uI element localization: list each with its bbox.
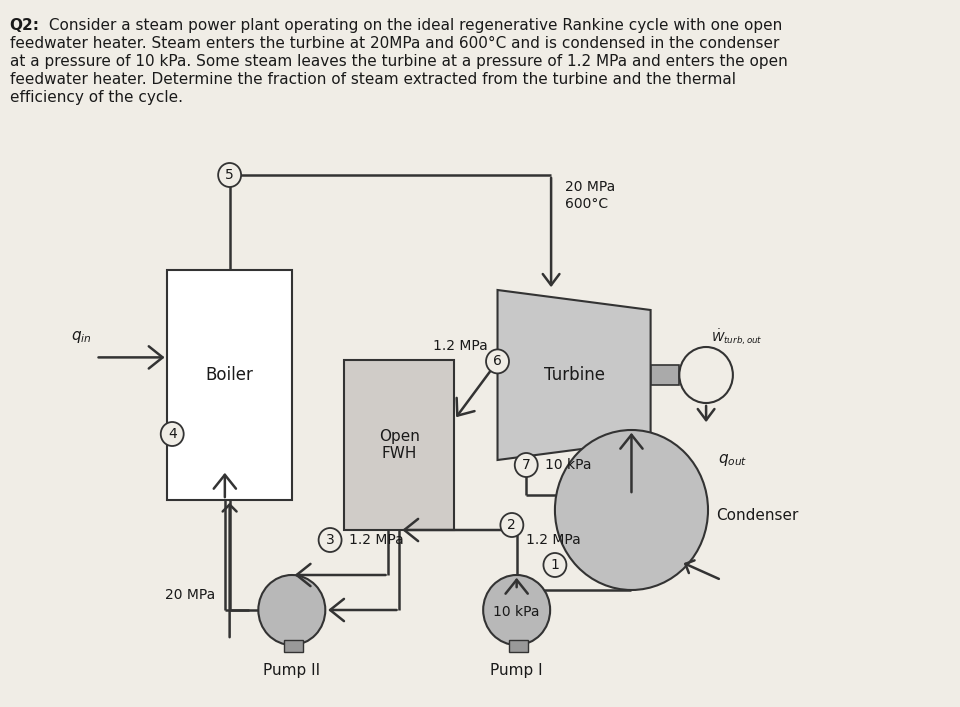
Circle shape [555, 430, 708, 590]
Text: Q2:: Q2: [10, 18, 39, 33]
Circle shape [515, 453, 538, 477]
Bar [167, 270, 292, 500]
Circle shape [483, 575, 550, 645]
Bar [284, 640, 303, 652]
Circle shape [160, 422, 183, 446]
Circle shape [500, 513, 523, 537]
Text: 6: 6 [493, 354, 502, 368]
Text: 20 MPa: 20 MPa [165, 588, 215, 602]
Circle shape [258, 575, 325, 645]
Text: Turbine: Turbine [543, 366, 605, 384]
Text: Consider a steam power plant operating on the ideal regenerative Rankine cycle w: Consider a steam power plant operating o… [44, 18, 782, 33]
Text: 1.2 MPa: 1.2 MPa [349, 533, 404, 547]
Text: 1: 1 [550, 558, 560, 572]
Text: 7: 7 [522, 458, 531, 472]
Text: $q_{out}$: $q_{out}$ [717, 452, 747, 468]
Text: 1.2 MPa: 1.2 MPa [433, 339, 488, 354]
Text: 5: 5 [226, 168, 234, 182]
Text: 4: 4 [168, 427, 177, 441]
Text: $q_{in}$: $q_{in}$ [71, 329, 91, 346]
Circle shape [218, 163, 241, 187]
Text: Pump I: Pump I [491, 663, 543, 678]
Text: 2: 2 [508, 518, 516, 532]
Circle shape [680, 347, 732, 403]
Polygon shape [497, 290, 651, 460]
Text: 3: 3 [325, 533, 334, 547]
Bar [345, 360, 454, 530]
Bar [509, 640, 528, 652]
Text: Pump II: Pump II [263, 663, 321, 678]
Text: 10 kPa: 10 kPa [545, 458, 592, 472]
Text: 1.2 MPa: 1.2 MPa [526, 533, 581, 547]
Text: at a pressure of 10 kPa. Some steam leaves the turbine at a pressure of 1.2 MPa : at a pressure of 10 kPa. Some steam leav… [10, 54, 787, 69]
Circle shape [319, 528, 342, 552]
Text: 600°C: 600°C [565, 197, 609, 211]
Text: efficiency of the cycle.: efficiency of the cycle. [10, 90, 182, 105]
Bar [651, 365, 680, 385]
Text: 20 MPa: 20 MPa [565, 180, 615, 194]
Text: Boiler: Boiler [205, 366, 253, 384]
Text: 10 kPa: 10 kPa [493, 605, 540, 619]
Circle shape [543, 553, 566, 577]
Text: feedwater heater. Determine the fraction of steam extracted from the turbine and: feedwater heater. Determine the fraction… [10, 72, 735, 87]
Text: Condenser: Condenser [715, 508, 798, 522]
Text: $\dot{W}_{turb,out}$: $\dot{W}_{turb,out}$ [711, 327, 762, 347]
Text: Open
FWH: Open FWH [379, 429, 420, 461]
Circle shape [486, 349, 509, 373]
Text: feedwater heater. Steam enters the turbine at 20MPa and 600°C and is condensed i: feedwater heater. Steam enters the turbi… [10, 36, 779, 51]
